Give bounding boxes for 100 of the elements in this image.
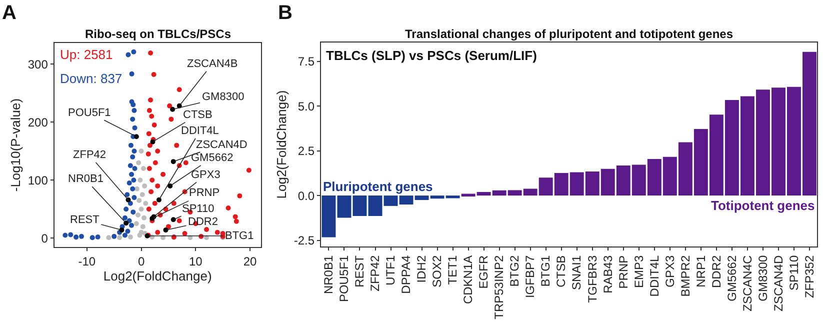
annotation: CTSB [183, 109, 212, 121]
point [171, 200, 176, 206]
point [204, 226, 210, 232]
point [112, 234, 117, 239]
annotation: SP110 [182, 203, 214, 215]
annotation: REST [70, 214, 100, 226]
point [155, 183, 160, 188]
chart-title: Ribo-seq on TBLCs/PSCs [85, 27, 232, 41]
point [136, 160, 142, 166]
point [134, 134, 139, 140]
x-tick-label: EMP3 [632, 255, 646, 288]
text: A [2, 2, 16, 24]
x-tick-label: ZFP42 [368, 255, 382, 292]
x-tick-label: GM8300 [756, 255, 770, 302]
point [148, 142, 152, 148]
point [176, 218, 182, 224]
point [132, 195, 137, 200]
point [132, 108, 137, 113]
annotation: BTG1 [225, 230, 254, 242]
point [131, 49, 136, 54]
point [126, 197, 131, 202]
point [168, 183, 173, 188]
point [138, 148, 144, 154]
point [134, 221, 139, 226]
point [134, 186, 140, 192]
point [95, 234, 100, 240]
point [142, 215, 147, 220]
y-tick-label: 7.5 [298, 54, 315, 68]
point [152, 160, 158, 166]
point [122, 232, 128, 238]
x-tick-label: TRP53INP2 [492, 255, 506, 320]
x-tick-label: UTF1 [384, 255, 398, 286]
point [68, 232, 74, 238]
point [129, 71, 134, 76]
x-tick-label: SP110 [786, 255, 801, 290]
point [129, 172, 134, 177]
point [142, 183, 148, 188]
x-tick-label: REST [352, 254, 367, 288]
point [128, 163, 133, 168]
x-tick-label: EGFR [476, 255, 491, 289]
point [130, 210, 136, 215]
annotation: POU5F1 [68, 107, 111, 119]
point [146, 206, 152, 212]
x-tick-label: GM5662 [724, 255, 739, 302]
y-axis-title: Log2(FoldChange) [274, 90, 289, 199]
point [62, 232, 68, 238]
x-axis-title: Log2(FoldChange) [103, 268, 212, 284]
x-tick-label: ZSCAN4C [740, 255, 754, 312]
x-tick-label: RAB43 [600, 255, 615, 294]
y-tick-label: 5.0 [298, 99, 315, 114]
point [132, 148, 137, 154]
annotation: TBLCs (SLP) vs PSCs (Serum/LIF) [326, 48, 537, 63]
point [226, 205, 231, 210]
x-tick-label: -10 [78, 254, 96, 268]
point [155, 148, 160, 154]
y-tick-label: 0 [41, 231, 48, 246]
annotation: GPX3 [191, 169, 220, 181]
x-tick-label: CDKN1A [461, 255, 476, 304]
x-tick-label: BTG1 [538, 255, 553, 287]
point [232, 214, 238, 220]
point [106, 235, 112, 240]
point [176, 87, 182, 92]
bar [352, 196, 367, 216]
x-tick-label: DDR2 [709, 255, 724, 288]
point [124, 192, 130, 198]
point [150, 178, 155, 183]
point [143, 200, 148, 206]
x-tick-label: IDH2 [414, 255, 429, 283]
bar [337, 196, 352, 218]
point [79, 234, 84, 239]
annotation: ZSCAN4B [187, 58, 238, 70]
x-tick-label: 20 [243, 254, 258, 268]
point [117, 235, 122, 240]
point [130, 186, 136, 192]
point [170, 159, 176, 164]
x-tick-label: CTSB [554, 255, 568, 288]
point [170, 217, 176, 222]
point [151, 72, 156, 77]
y-tick-label: 2.5 [298, 144, 315, 158]
text: Up: 2581 [60, 47, 113, 62]
x-tick-label: TET1 [446, 255, 460, 285]
point [146, 166, 152, 172]
point [148, 50, 154, 56]
point [132, 125, 138, 130]
point [124, 206, 129, 212]
point [125, 228, 130, 234]
y-tick-label: -2.5 [294, 233, 315, 248]
point [168, 116, 174, 122]
point [136, 212, 141, 218]
point [126, 52, 131, 58]
point [132, 166, 138, 172]
annotation: GM8300 [202, 91, 244, 103]
point [167, 103, 172, 108]
point [149, 114, 154, 119]
point [148, 189, 154, 194]
annotation: GM5662 [191, 152, 234, 164]
point [130, 154, 136, 160]
annotation: NR0B1 [68, 173, 104, 185]
annotation: PRNP [189, 187, 220, 199]
point [124, 220, 129, 226]
